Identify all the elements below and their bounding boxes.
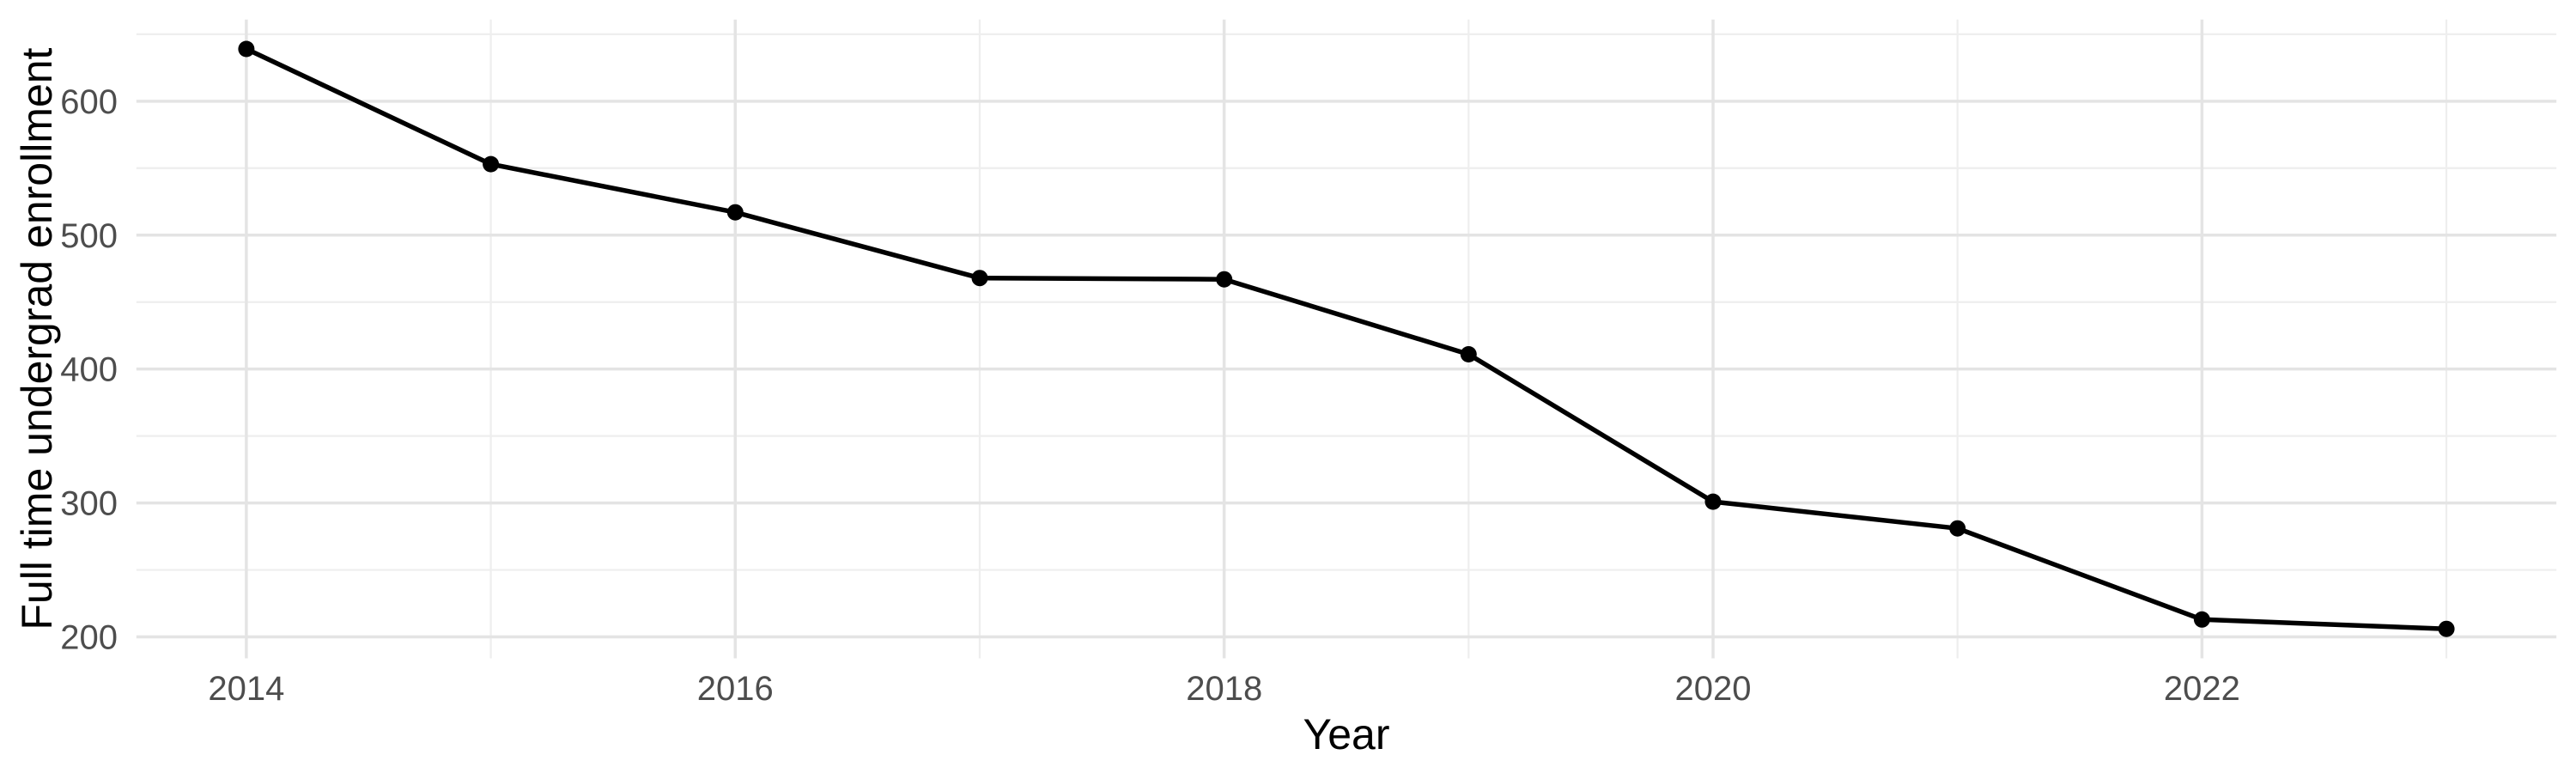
y-axis-title: Full time undergrad enrollment [13, 47, 61, 630]
enrollment-trend-line [244, 46, 2449, 631]
y-tick-label: 200 [60, 619, 118, 657]
x-axis-title: Year [1303, 710, 1389, 758]
x-tick-label: 2022 [2164, 670, 2240, 708]
tick-labels: 200 300 400 500 600 2014 2016 2018 2020 2022 [60, 83, 2240, 708]
x-tick-label: 2018 [1186, 670, 1262, 708]
major-gridlines [136, 19, 2557, 659]
data-point [2193, 611, 2210, 628]
y-tick-label: 300 [60, 485, 118, 523]
data-point [971, 270, 988, 287]
x-tick-label: 2016 [697, 670, 774, 708]
data-point [726, 204, 744, 221]
data-point [238, 40, 255, 58]
data-point [1460, 346, 1477, 362]
data-point [483, 155, 500, 173]
x-tick-label: 2020 [1675, 670, 1752, 708]
data-point [2438, 620, 2455, 637]
data-point [1216, 271, 1233, 288]
y-tick-label: 500 [60, 217, 118, 255]
series-layer [238, 40, 2455, 637]
x-tick-label: 2014 [208, 670, 284, 708]
y-tick-label: 600 [60, 83, 118, 121]
data-point [1949, 520, 1966, 537]
data-point [1704, 493, 1722, 510]
y-tick-label: 400 [60, 351, 118, 389]
minor-gridlines [136, 19, 2557, 659]
